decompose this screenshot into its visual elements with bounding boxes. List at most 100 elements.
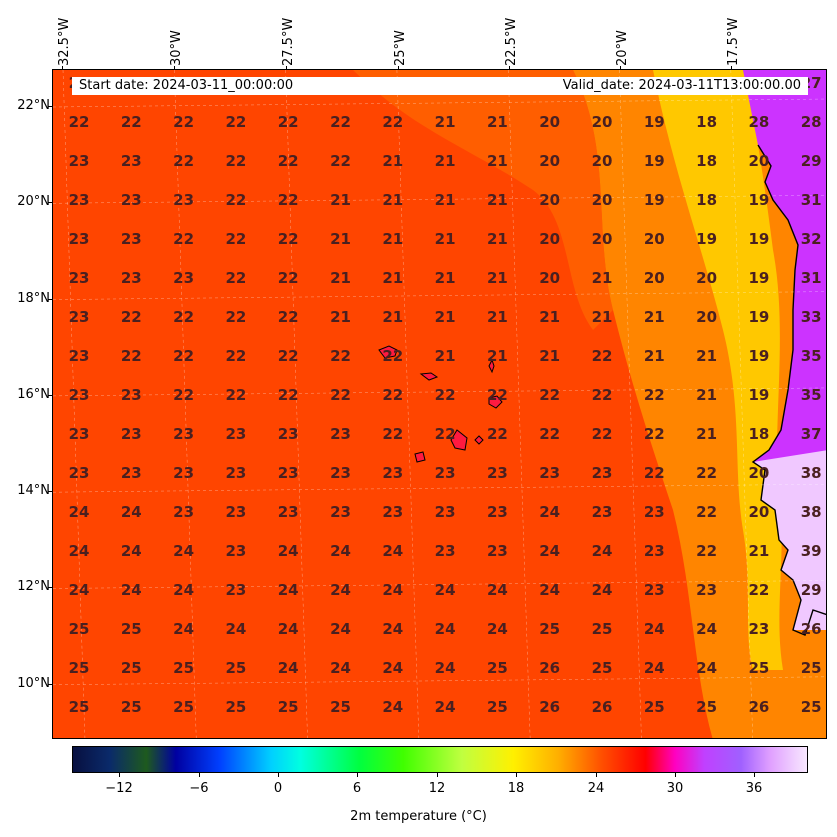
grid-value: 19	[748, 386, 769, 404]
grid-value: 25	[644, 698, 665, 716]
grid-value: 21	[435, 269, 456, 287]
grid-value: 37	[801, 425, 822, 443]
lon-label-text: 25°W	[393, 30, 408, 66]
grid-value: 24	[382, 659, 403, 677]
grid-value: 24	[539, 503, 560, 521]
grid-value: 24	[173, 581, 194, 599]
grid-value: 23	[539, 464, 560, 482]
map-area[interactable]: 2222222222222222212020191927272222222222…	[52, 69, 827, 739]
grid-value: 25	[592, 620, 613, 638]
grid-value: 38	[801, 464, 822, 482]
grid-value: 19	[748, 347, 769, 365]
lon-gridline	[730, 70, 753, 738]
island	[474, 435, 484, 445]
grid-value: 31	[801, 269, 822, 287]
grid-value: 20	[748, 152, 769, 170]
grid-value: 23	[69, 152, 90, 170]
grid-value: 22	[644, 425, 665, 443]
grid-value: 25	[801, 659, 822, 677]
lat-tick	[48, 587, 52, 588]
grid-value: 24	[435, 581, 456, 599]
grid-value: 23	[121, 425, 142, 443]
grid-value: 22	[435, 425, 456, 443]
grid-value: 24	[487, 581, 508, 599]
grid-value: 19	[748, 191, 769, 209]
grid-value: 25	[487, 698, 508, 716]
grid-value: 24	[330, 620, 351, 638]
grid-value: 20	[696, 269, 717, 287]
grid-value: 23	[69, 269, 90, 287]
lon-label-text: 27.5°W	[281, 17, 296, 66]
grid-value: 21	[330, 269, 351, 287]
grid-value: 22	[173, 152, 194, 170]
lat-label: 10°N	[17, 676, 50, 691]
lon-tick	[398, 66, 399, 69]
grid-value: 21	[382, 152, 403, 170]
colorbar-tick	[754, 773, 755, 777]
grid-value: 23	[435, 542, 456, 560]
grid-value: 22	[173, 347, 194, 365]
grid-value: 23	[225, 581, 246, 599]
grid-value: 22	[225, 113, 246, 131]
grid-value: 23	[278, 425, 299, 443]
grid-value: 24	[696, 659, 717, 677]
grid-value: 20	[539, 230, 560, 248]
grid-value: 19	[696, 230, 717, 248]
grid-value: 20	[539, 113, 560, 131]
lat-label: 12°N	[17, 579, 50, 594]
grid-value: 21	[539, 308, 560, 326]
grid-value: 24	[69, 581, 90, 599]
grid-value: 24	[487, 620, 508, 638]
colorbar-tick-label: −12	[105, 781, 133, 796]
grid-value: 20	[748, 464, 769, 482]
grid-value: 25	[225, 698, 246, 716]
grid-value: 23	[435, 503, 456, 521]
grid-value: 22	[225, 269, 246, 287]
grid-value: 18	[748, 425, 769, 443]
grid-value: 21	[435, 230, 456, 248]
grid-value: 23	[382, 464, 403, 482]
grid-value: 24	[592, 581, 613, 599]
mid-warm-band	[353, 70, 613, 330]
grid-value: 20	[592, 230, 613, 248]
grid-value: 22	[278, 152, 299, 170]
lat-label: 22°N	[17, 98, 50, 113]
grid-value: 23	[592, 464, 613, 482]
grid-value: 24	[173, 542, 194, 560]
grid-value: 22	[487, 425, 508, 443]
grid-value: 23	[644, 542, 665, 560]
grid-value: 21	[435, 113, 456, 131]
grid-value: 20	[696, 308, 717, 326]
colorbar	[72, 746, 808, 773]
island	[419, 372, 439, 381]
grid-value: 20	[748, 503, 769, 521]
grid-value: 20	[644, 269, 665, 287]
grid-value: 22	[696, 464, 717, 482]
grid-value: 24	[539, 542, 560, 560]
lon-tick	[62, 66, 63, 69]
grid-value: 23	[173, 269, 194, 287]
grid-value: 22	[225, 230, 246, 248]
lon-label: 27.5°W	[280, 8, 300, 66]
grid-value: 24	[278, 542, 299, 560]
grid-value: 22	[225, 347, 246, 365]
grid-value: 20	[539, 191, 560, 209]
land-very-hot	[753, 450, 826, 630]
start-date-text: Start date: 2024-03-11_00:00:00	[79, 78, 294, 93]
grid-value: 23	[69, 191, 90, 209]
grid-value: 22	[173, 386, 194, 404]
grid-value: 23	[173, 464, 194, 482]
grid-value: 21	[487, 230, 508, 248]
grid-value: 23	[173, 191, 194, 209]
colorbar-tick-label: 30	[666, 781, 684, 796]
colorbar-label: 2m temperature (°C)	[350, 809, 487, 824]
grid-value: 23	[225, 503, 246, 521]
grid-value: 24	[696, 620, 717, 638]
grid-value: 23	[173, 425, 194, 443]
grid-value: 21	[330, 191, 351, 209]
grid-value: 22	[696, 542, 717, 560]
grid-value: 24	[382, 620, 403, 638]
grid-value: 23	[69, 425, 90, 443]
grid-value: 22	[330, 113, 351, 131]
grid-value: 21	[435, 308, 456, 326]
